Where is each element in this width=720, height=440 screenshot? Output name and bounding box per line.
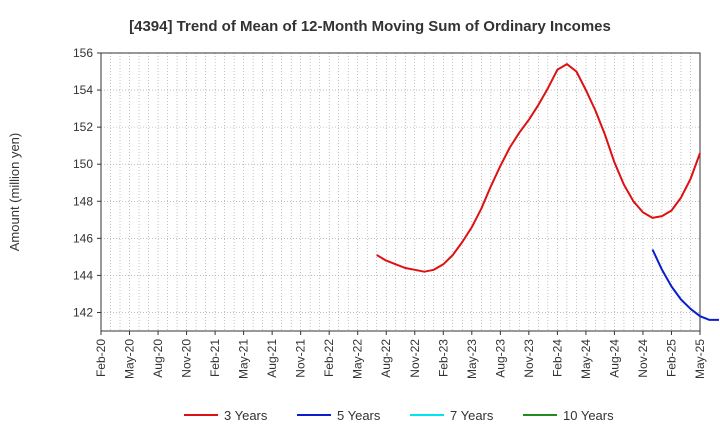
y-axis-label: Amount (million yen)	[7, 133, 22, 252]
x-tick-label: Feb-22	[322, 339, 336, 377]
legend: 3 Years 5 Years 7 Years 10 Years	[184, 408, 614, 423]
y-axis: 142 144 146 148 150 152 154 156	[73, 46, 101, 319]
y-tick-label: 148	[73, 194, 93, 208]
x-tick-label: Feb-24	[550, 339, 564, 377]
x-tick-label: Feb-23	[436, 339, 450, 377]
legend-label: 7 Years	[450, 408, 494, 423]
y-tick-label: 154	[73, 83, 93, 97]
x-tick-label: Aug-24	[607, 339, 621, 378]
y-tick-label: 156	[73, 46, 93, 60]
x-tick-label: Feb-20	[94, 339, 108, 377]
x-tick-label: May-21	[237, 339, 251, 379]
y-tick-label: 150	[73, 157, 93, 171]
chart-title: [4394] Trend of Mean of 12-Month Moving …	[129, 18, 611, 35]
legend-label: 10 Years	[563, 408, 614, 423]
x-tick-label: Feb-25	[664, 339, 678, 377]
legend-label: 5 Years	[337, 408, 381, 423]
plot-area	[100, 52, 701, 332]
x-tick-label: Aug-22	[379, 339, 393, 378]
x-tick-label: Nov-23	[522, 339, 536, 378]
series-lines	[376, 63, 719, 321]
x-axis: Feb-20 May-20 Aug-20 Nov-20 Feb-21 May-21 Aug-…	[94, 331, 707, 379]
y-tick-label: 146	[73, 231, 93, 245]
series-line-3-years	[376, 63, 701, 273]
x-tick-label: May-23	[465, 339, 479, 379]
x-tick-label: Nov-24	[636, 339, 650, 378]
x-tick-label: Feb-21	[208, 339, 222, 377]
x-tick-label: Nov-21	[294, 339, 308, 378]
x-tick-label: Aug-21	[265, 339, 279, 378]
x-tick-label: May-24	[579, 339, 593, 379]
x-tick-label: May-22	[351, 339, 365, 379]
legend-label: 3 Years	[224, 408, 268, 423]
grid	[101, 52, 700, 331]
x-tick-label: Aug-20	[151, 339, 165, 378]
y-tick-label: 152	[73, 120, 93, 134]
x-tick-label: Nov-20	[180, 339, 194, 378]
x-tick-label: Aug-23	[493, 339, 507, 378]
y-tick-label: 144	[73, 268, 93, 282]
x-tick-label: Nov-22	[408, 339, 422, 378]
series-line-5-years	[651, 249, 719, 321]
x-tick-label: May-25	[693, 339, 707, 379]
x-tick-label: May-20	[123, 339, 137, 379]
y-tick-label: 142	[73, 305, 93, 319]
